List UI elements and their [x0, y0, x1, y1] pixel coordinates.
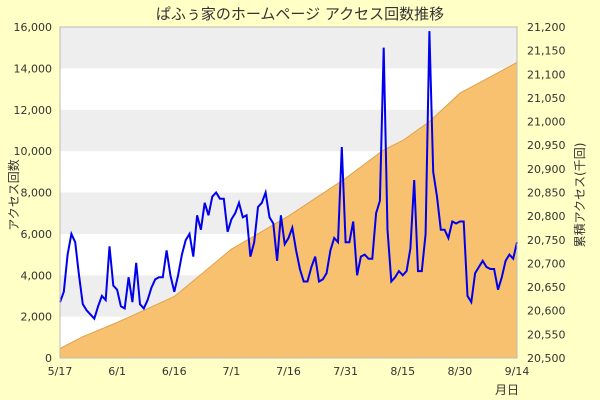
right-tick-label: 20,650: [527, 281, 566, 294]
x-tick-label: 7/16: [276, 365, 301, 378]
left-tick-label: 10,000: [14, 145, 53, 158]
right-tick-label: 20,550: [527, 328, 566, 341]
x-tick-label: 6/1: [108, 365, 126, 378]
left-tick-label: 0: [45, 352, 52, 365]
left-tick-label: 16,000: [14, 21, 53, 34]
chart-title: ぱふぅ家のホームページ アクセス回数推移: [156, 5, 444, 23]
right-tick-label: 20,900: [527, 163, 566, 176]
right-tick-label: 20,500: [527, 352, 566, 365]
cumulative-area-edge: [59, 62, 518, 349]
x-axis-label: 月日: [495, 383, 519, 397]
access-count-line: [59, 31, 518, 321]
grid-band: [60, 27, 517, 69]
left-axis-label: アクセス回数: [6, 159, 21, 230]
left-tick-label: 4,000: [21, 269, 53, 282]
plot-frame: [59, 26, 518, 359]
right-tick-label: 20,950: [527, 139, 566, 152]
right-tick-label: 21,150: [527, 45, 566, 58]
x-tick-label: 8/30: [448, 365, 473, 378]
grid-band: [60, 68, 517, 110]
right-tick-label: 20,850: [527, 187, 566, 200]
right-axis-label: 累積アクセス(千回): [572, 143, 587, 248]
x-tick-label: 5/17: [48, 365, 73, 378]
x-tick-label: 9/14: [505, 365, 530, 378]
left-tick-label: 8,000: [21, 187, 53, 200]
left-tick-label: 6,000: [21, 228, 53, 241]
right-tick-label: 21,200: [527, 21, 566, 34]
right-axis-ticks: 20,500 20,550 20,600 20,650 20,700 20,750 20,8…: [527, 21, 566, 365]
x-tick-label: 7/31: [333, 365, 358, 378]
cumulative-area: [60, 62, 517, 358]
left-tick-label: 2,000: [21, 311, 53, 324]
right-tick-label: 20,600: [527, 305, 566, 318]
left-tick-label: 12,000: [14, 104, 53, 117]
right-tick-label: 20,700: [527, 257, 566, 270]
right-tick-label: 20,750: [527, 234, 566, 247]
x-tick-label: 6/16: [162, 365, 187, 378]
right-tick-label: 21,050: [527, 92, 566, 105]
left-tick-label: 14,000: [14, 62, 53, 75]
right-tick-label: 21,100: [527, 68, 566, 81]
x-tick-label: 7/1: [223, 365, 241, 378]
x-axis-ticks: 5/17 6/1 6/16 7/1 7/16 7/31 8/15 8/30 9/14: [48, 365, 530, 378]
right-tick-label: 21,000: [527, 116, 566, 129]
x-tick-label: 8/15: [390, 365, 415, 378]
right-tick-label: 20,800: [527, 210, 566, 223]
left-axis-ticks: 0 2,000 4,000 6,000 8,000 10,000 12,000 14,000 1…: [14, 21, 53, 365]
